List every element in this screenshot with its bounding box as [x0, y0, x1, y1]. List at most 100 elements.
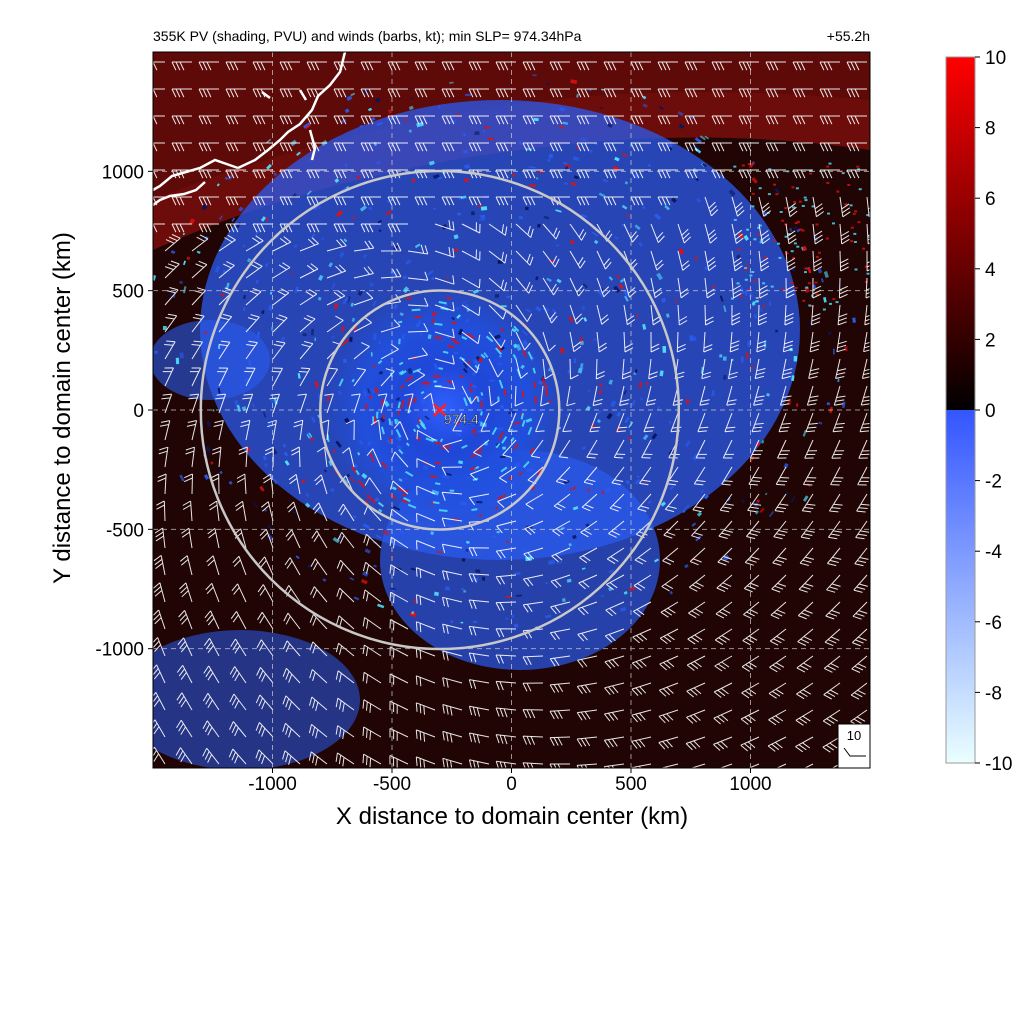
pv-speckle — [864, 265, 868, 268]
pv-speckle — [472, 358, 479, 364]
wind-barb — [569, 277, 585, 297]
pv-speckle — [334, 178, 340, 183]
pv-speckle — [420, 390, 425, 395]
pv-speckle — [449, 489, 455, 492]
pv-speckle — [812, 284, 817, 289]
wind-barb — [380, 242, 402, 252]
wind-barb — [677, 250, 691, 271]
wind-barb — [441, 61, 462, 71]
wind-barb — [522, 196, 543, 206]
grid-lines — [153, 52, 870, 768]
wind-barb — [252, 142, 273, 152]
pv-speckle — [395, 429, 402, 438]
wind-barb — [577, 628, 598, 642]
wind-barb — [549, 196, 570, 206]
wind-barb — [299, 314, 316, 333]
pv-speckle — [722, 356, 727, 361]
pv-speckle — [399, 530, 405, 534]
pv-speckle — [542, 377, 546, 386]
pv-speckle — [750, 164, 754, 167]
pv-speckle — [366, 388, 371, 394]
wind-barb — [164, 287, 179, 306]
wind-barb — [589, 412, 601, 433]
pv-speckle — [371, 458, 375, 463]
pv-speckle — [349, 477, 356, 483]
wind-barb — [360, 88, 381, 98]
pv-speckle — [809, 172, 813, 175]
wind-barb — [738, 169, 759, 179]
pv-speckle — [827, 212, 830, 215]
wind-barb — [229, 666, 247, 684]
pv-speckle — [847, 184, 851, 186]
pv-speckle — [362, 523, 371, 530]
pv-speckle — [511, 173, 515, 177]
pv-speckle — [420, 398, 426, 405]
pv-speckle — [521, 419, 526, 427]
wind-barb — [576, 169, 597, 179]
pv-speckle — [555, 560, 563, 565]
wind-barb — [785, 277, 795, 299]
wind-barb — [282, 695, 301, 711]
wind-barb — [637, 493, 652, 512]
wind-barb — [777, 439, 790, 459]
pv-speckle — [456, 314, 461, 319]
pv-speckle — [385, 210, 393, 216]
wind-barb — [434, 355, 455, 365]
pv-speckle — [372, 364, 376, 368]
wind-barb — [271, 367, 283, 387]
pv-speckle — [389, 269, 397, 276]
pv-speckle — [667, 142, 674, 148]
pv-speckle — [351, 465, 357, 474]
pv-speckle — [783, 462, 789, 469]
pv-speckle — [572, 156, 580, 162]
wind-barb — [502, 439, 517, 458]
pv-speckle — [328, 460, 333, 467]
pv-speckle — [568, 316, 574, 323]
pv-speckle — [751, 177, 758, 184]
pv-speckle — [511, 614, 514, 618]
pv-speckle — [398, 320, 403, 324]
pv-speckle — [768, 168, 772, 171]
pv-speckle — [597, 389, 603, 396]
pv-speckle — [322, 578, 327, 582]
pv-speckle — [526, 468, 533, 473]
wind-barb — [153, 554, 166, 576]
pv-speckle — [515, 343, 522, 352]
wind-barb — [749, 439, 763, 459]
wind-barb — [353, 342, 370, 360]
wind-barb — [659, 763, 679, 768]
pv-speckle — [711, 285, 716, 289]
wind-barb — [717, 547, 733, 566]
pv-speckle — [445, 586, 450, 591]
wind-barb — [293, 419, 304, 441]
wind-barb — [497, 493, 517, 508]
pv-speckle — [330, 282, 336, 290]
wind-barb — [211, 446, 222, 468]
wind-barb — [522, 601, 544, 613]
pv-speckle — [210, 461, 214, 465]
pv-speckle — [638, 241, 644, 247]
pv-speckle — [186, 256, 191, 261]
wind-barb — [205, 582, 220, 603]
pv-speckle — [850, 240, 854, 243]
wind-barb — [576, 682, 598, 694]
pv-speckle — [256, 331, 260, 338]
pv-speckle — [520, 413, 524, 420]
pv-speckle — [614, 156, 620, 162]
pv-speckle — [566, 578, 572, 583]
pv-speckle — [341, 338, 350, 347]
pv-speckle — [752, 301, 756, 304]
wind-barb — [389, 564, 409, 576]
wind-barb — [366, 448, 382, 468]
wind-barb — [153, 115, 165, 125]
pv-speckle — [569, 486, 577, 492]
pv-speckle — [392, 486, 397, 491]
wind-barb — [691, 520, 706, 539]
pv-speckle — [745, 352, 749, 359]
wind-barb — [225, 142, 246, 152]
pv-speckle — [242, 307, 246, 311]
pv-speckle — [815, 255, 819, 258]
pv-speckle — [814, 281, 818, 284]
pv-speckle — [781, 219, 785, 222]
pv-speckle — [619, 278, 625, 283]
